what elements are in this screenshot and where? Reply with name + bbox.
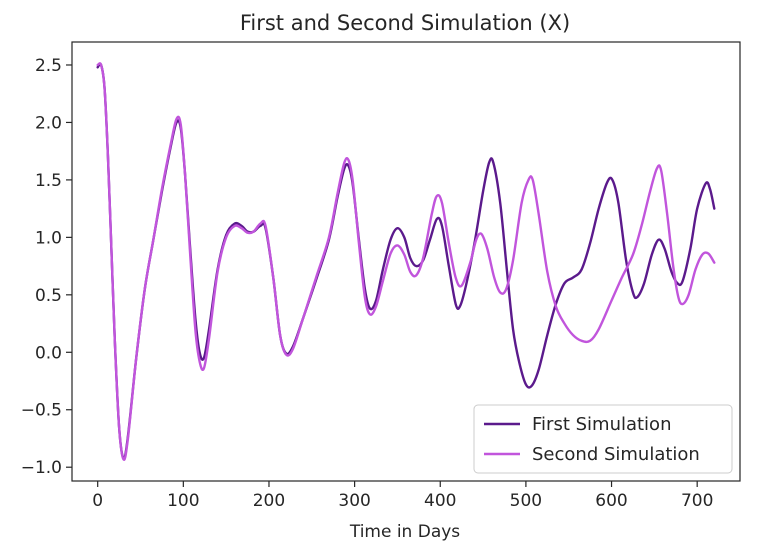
y-tick-label: 1.5 (35, 171, 62, 191)
x-axis: 0 100 200 300 400 500 600 700 (92, 481, 713, 511)
x-tick-label: 100 (167, 491, 199, 511)
legend-label: First Simulation (532, 414, 671, 435)
y-tick-label: −0.5 (21, 401, 62, 421)
series-layer (96, 62, 716, 461)
series-line-2 (96, 62, 716, 461)
x-tick-label: 0 (92, 491, 103, 511)
x-tick-label: 600 (595, 491, 627, 511)
x-tick-label: 500 (510, 491, 542, 511)
x-tick-label: 200 (253, 491, 285, 511)
legend-label: Second Simulation (532, 444, 700, 465)
y-tick-label: 2.0 (35, 113, 62, 133)
y-tick-label: −1.0 (21, 458, 62, 478)
x-tick-label: 700 (681, 491, 713, 511)
legend-box (473, 404, 733, 474)
chart-title: First and Second Simulation (X) (240, 11, 570, 35)
legend: First Simulation Second Simulation (473, 404, 733, 474)
y-axis: −1.0 −0.5 0.0 0.5 1.0 1.5 2.0 2.5 (21, 56, 72, 478)
x-axis-label: Time in Days (349, 522, 460, 542)
x-tick-label: 300 (338, 491, 370, 511)
plot-frame (71, 41, 741, 482)
y-tick-label: 0.0 (35, 343, 62, 363)
y-tick-label: 0.5 (35, 286, 62, 306)
y-tick-label: 1.0 (35, 228, 62, 248)
y-tick-label: 2.5 (35, 56, 62, 76)
x-tick-label: 400 (424, 491, 456, 511)
